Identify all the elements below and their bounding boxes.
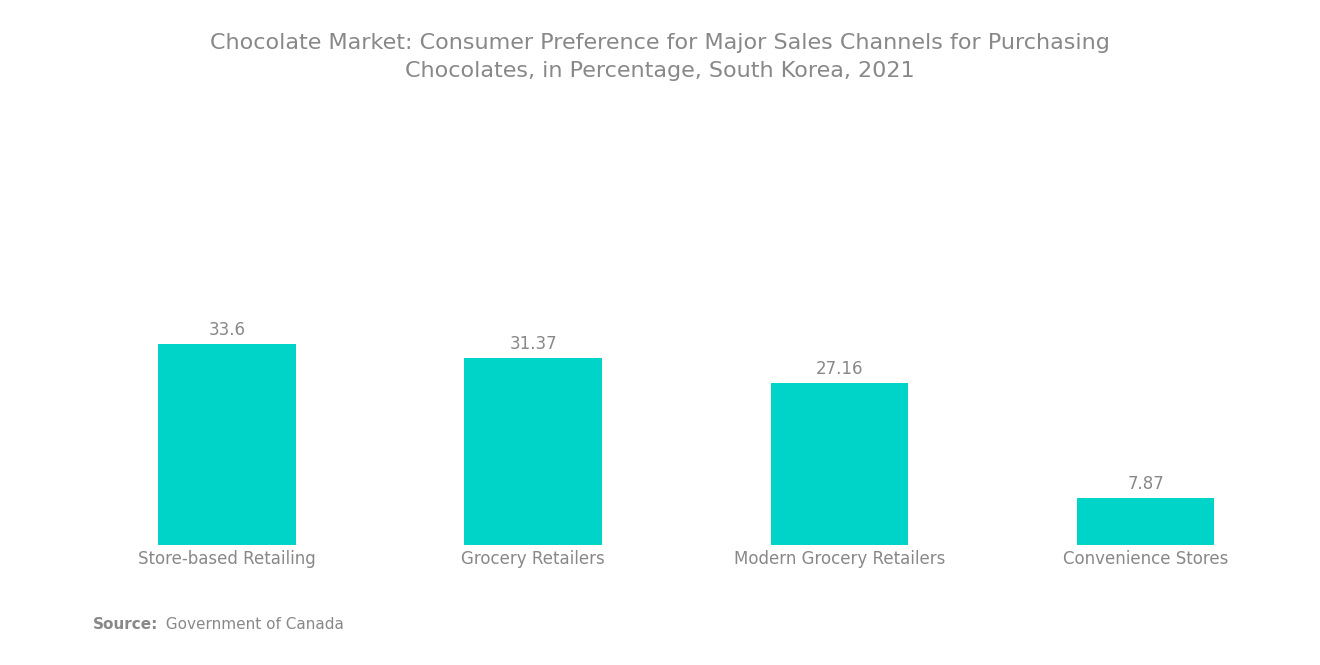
Text: Source:: Source: [92, 616, 158, 632]
Bar [771, 383, 908, 545]
Bar [158, 344, 296, 545]
Text: 33.6: 33.6 [209, 321, 246, 339]
Text: 27.16: 27.16 [816, 360, 863, 378]
Text: 31.37: 31.37 [510, 334, 557, 352]
Text: Government of Canada: Government of Canada [156, 616, 343, 632]
Bar [1077, 498, 1214, 545]
Bar [465, 358, 602, 545]
Text: 7.87: 7.87 [1127, 475, 1164, 493]
Text: Chocolate Market: Consumer Preference for Major Sales Channels for Purchasing
Ch: Chocolate Market: Consumer Preference fo… [210, 33, 1110, 81]
